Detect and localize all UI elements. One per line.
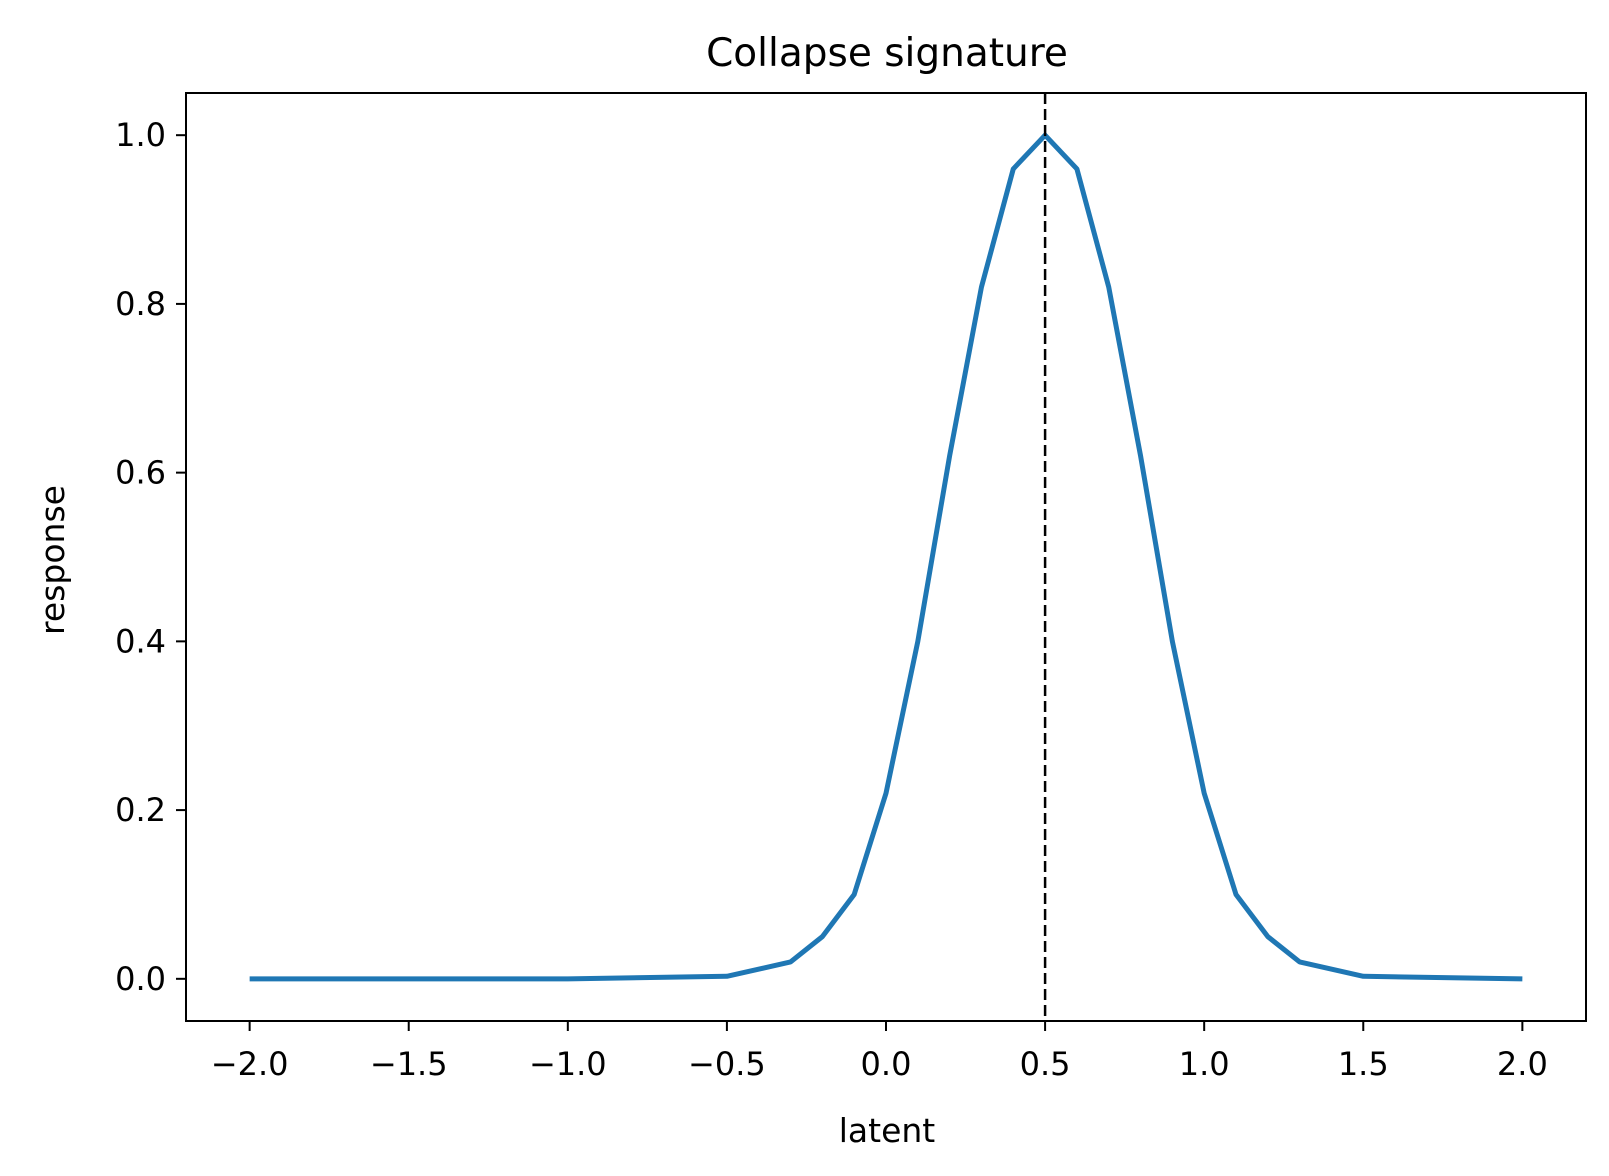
x-tick-label: 2.0: [1497, 1045, 1548, 1083]
x-tick-label: 1.0: [1179, 1045, 1230, 1083]
y-tick-label: 0.2: [115, 791, 166, 829]
x-tick-label: −0.5: [688, 1045, 766, 1083]
response-curve: [249, 132, 1523, 982]
y-tick-label: 0.0: [115, 960, 166, 998]
y-tick-label: 1.0: [115, 116, 166, 154]
y-tick-label: 0.6: [115, 454, 166, 492]
y-axis: 0.0 0.2 0.4 0.6 0.8 1.0: [115, 116, 186, 998]
x-tick-label: −1.0: [529, 1045, 607, 1083]
y-tick-label: 0.4: [115, 622, 166, 660]
x-axis: −2.0 −1.5 −1.0 −0.5 0.0 0.5 1.0 1.5 2.0: [211, 1021, 1548, 1083]
x-tick-label: 0.0: [861, 1045, 912, 1083]
x-tick-label: 1.5: [1338, 1045, 1389, 1083]
y-axis-label: response: [33, 485, 72, 635]
x-tick-label: −2.0: [211, 1045, 289, 1083]
x-tick-label: 0.5: [1020, 1045, 1071, 1083]
x-axis-label: latent: [839, 1111, 936, 1150]
x-tick-label: −1.5: [370, 1045, 448, 1083]
chart-title: Collapse signature: [706, 31, 1068, 76]
y-tick-label: 0.8: [115, 285, 166, 323]
